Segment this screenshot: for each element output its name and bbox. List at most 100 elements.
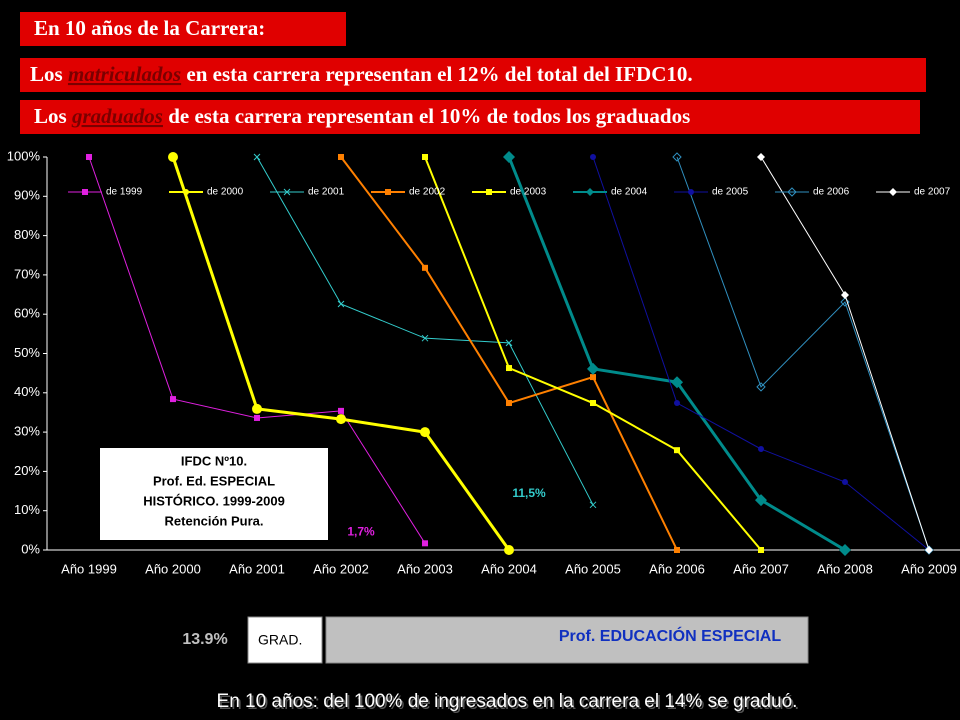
point [504, 545, 514, 555]
legend-label: de 2000 [207, 187, 244, 198]
value-label: 1,7% [347, 524, 375, 538]
point [758, 547, 764, 553]
y-tick-label: 100% [7, 148, 41, 163]
point [283, 188, 291, 196]
point [587, 362, 599, 375]
point [840, 297, 850, 307]
legend-label: de 2002 [409, 187, 446, 198]
note: Prof. Ed. ESPECIAL [153, 473, 275, 488]
line2: Los graduados de esta carrera representa… [34, 104, 690, 128]
x-tick-label: Año 2008 [817, 561, 873, 576]
point [671, 376, 683, 389]
point [168, 152, 178, 162]
y-tick-label: 10% [14, 502, 40, 517]
y-tick-label: 90% [14, 188, 40, 203]
x-tick-label: Año 2000 [145, 561, 201, 576]
point [672, 152, 682, 162]
x-tick-label: Año 2001 [229, 561, 285, 576]
legend-label: de 1999 [106, 187, 143, 198]
point [842, 479, 848, 486]
x-tick-label: Año 2006 [649, 561, 705, 576]
point [86, 154, 92, 160]
point [506, 365, 512, 372]
point [755, 494, 767, 507]
title: En 10 años de la Carrera: [34, 16, 265, 40]
value-label: 11,5% [512, 486, 546, 500]
note: HISTÓRICO. 1999-2009 [143, 493, 285, 508]
x-tick-label: Año 2009 [901, 561, 957, 576]
y-tick-label: 60% [14, 306, 40, 321]
point [183, 189, 189, 195]
text: de esta carrera representan el 10% de to… [163, 104, 690, 128]
x-tick-label: Año 1999 [61, 561, 117, 576]
point [503, 151, 515, 163]
point [889, 188, 897, 196]
title-box [20, 12, 346, 46]
line1-box [20, 58, 926, 92]
point [338, 407, 344, 414]
point [338, 154, 344, 160]
point [422, 154, 428, 160]
point [787, 187, 797, 197]
text: matriculados [68, 62, 181, 86]
point [337, 300, 345, 308]
point [758, 445, 764, 452]
point [506, 400, 512, 407]
point [586, 188, 594, 196]
x-tick-label: Año 2004 [481, 561, 537, 576]
point [925, 546, 933, 554]
point [253, 153, 261, 161]
point [590, 154, 596, 160]
series-line [592, 156, 930, 551]
text: Los [34, 104, 72, 128]
y-tick-label: 70% [14, 266, 40, 281]
y-tick-label: 20% [14, 463, 40, 478]
program-box [325, 616, 809, 664]
legend-label: de 2003 [510, 187, 547, 198]
line1: Los matriculados en esta carrera represe… [30, 62, 693, 86]
legend-label: de 2006 [813, 187, 850, 198]
point [505, 339, 513, 347]
point [589, 501, 597, 509]
note-box [100, 448, 328, 540]
legend-label: de 2004 [611, 187, 648, 198]
grad: GRAD. [258, 632, 302, 648]
y-tick-label: 50% [14, 345, 40, 360]
program: Prof. EDUCACIÓN ESPECIAL [559, 626, 781, 645]
point [486, 189, 492, 195]
point [254, 414, 260, 421]
note: Retención Pura. [165, 513, 264, 528]
point [422, 264, 428, 271]
summary: En 10 años: del 100% de ingresados en la… [217, 691, 798, 712]
point [688, 189, 694, 195]
point [252, 403, 262, 414]
text: Los [30, 62, 68, 86]
y-tick-label: 30% [14, 424, 40, 439]
summary-shadow: En 10 años: del 100% de ingresados en la… [219, 693, 800, 714]
x-tick-label: Año 2003 [397, 561, 453, 576]
point [674, 547, 680, 553]
point [590, 400, 596, 407]
x-tick-label: Año 2007 [733, 561, 789, 576]
text: en esta carrera representan el 12% del t… [181, 62, 693, 86]
point [82, 189, 88, 195]
point [674, 400, 680, 407]
note: IFDC Nº10. [181, 453, 247, 468]
point [757, 153, 765, 161]
legend-label: de 2007 [914, 187, 951, 198]
legend-label: de 2005 [712, 187, 749, 198]
x-tick-label: Año 2002 [313, 561, 369, 576]
y-tick-label: 40% [14, 384, 40, 399]
percent: 13.9% [182, 631, 227, 648]
y-tick-label: 0% [21, 541, 40, 556]
point [170, 396, 176, 403]
x-tick-label: Año 2005 [565, 561, 621, 576]
point [841, 290, 849, 299]
legend-label: de 2001 [308, 187, 345, 198]
point [422, 540, 428, 547]
point [756, 382, 766, 392]
series-line [676, 156, 930, 551]
point [336, 414, 346, 425]
text: graduados [71, 104, 163, 128]
y-tick-label: 80% [14, 227, 40, 242]
